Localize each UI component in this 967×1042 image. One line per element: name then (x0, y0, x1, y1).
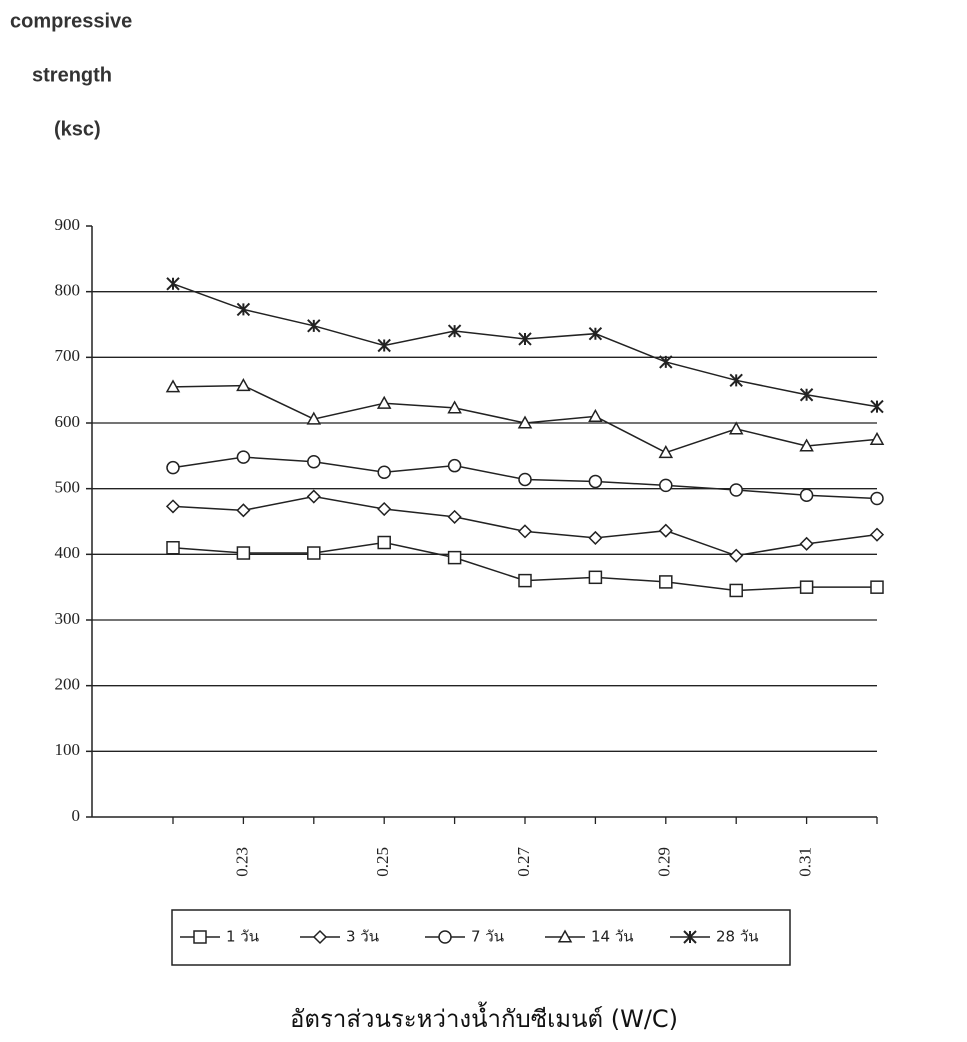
marker (729, 483, 743, 497)
y-tick-label: 200 (55, 675, 81, 694)
marker (236, 503, 251, 518)
marker (870, 580, 884, 594)
marker (306, 411, 322, 425)
legend-label: 14 วัน (591, 928, 634, 946)
marker (588, 570, 603, 585)
marker (165, 379, 181, 393)
legend-label: 7 วัน (471, 928, 504, 946)
marker (312, 929, 328, 945)
marker (869, 527, 885, 542)
y-tick-label: 400 (55, 543, 81, 562)
marker (447, 509, 462, 524)
marker (166, 541, 180, 555)
y-tick-label: 0 (72, 806, 81, 825)
marker (729, 373, 743, 388)
marker (683, 930, 697, 944)
marker (377, 465, 391, 479)
marker (588, 326, 603, 341)
legend-box (171, 909, 791, 966)
marker (447, 400, 462, 414)
marker (870, 399, 884, 414)
marker (236, 546, 251, 560)
marker (517, 415, 533, 429)
marker (236, 450, 251, 464)
marker (588, 474, 603, 489)
marker (869, 431, 885, 445)
marker (659, 355, 673, 369)
y-tick-label: 600 (55, 412, 81, 431)
marker (799, 388, 814, 402)
marker (236, 302, 251, 317)
marker (377, 501, 392, 517)
x-tick-label: 0.27 (514, 847, 533, 877)
legend-marker (312, 929, 328, 945)
marker (193, 930, 207, 944)
marker (377, 535, 391, 550)
marker (438, 930, 452, 944)
y-label-line: compressive (10, 10, 132, 32)
marker (658, 523, 673, 538)
marker (166, 460, 180, 475)
marker (307, 546, 321, 560)
marker (236, 378, 251, 392)
legend-marker (557, 929, 573, 943)
y-tick-label: 100 (55, 740, 81, 759)
y-tick-label: 300 (55, 609, 81, 628)
legend-marker (438, 930, 452, 944)
legend-label: 3 วัน (346, 928, 379, 946)
x-tick-label: 0.25 (373, 847, 392, 877)
marker (518, 332, 532, 346)
y-tick-label: 800 (55, 281, 81, 300)
marker (447, 458, 462, 473)
marker (588, 530, 603, 545)
legend-marker (193, 930, 207, 944)
marker (518, 472, 532, 487)
x-label: อัตราส่วนระหว่างน้ำกับซีเมนต์ (W/C) (290, 1001, 678, 1033)
marker (659, 575, 673, 589)
legend-label: 1 วัน (226, 928, 259, 946)
marker (447, 324, 462, 338)
marker (658, 445, 674, 459)
marker (376, 395, 392, 409)
marker (729, 548, 744, 563)
marker (307, 454, 321, 469)
y-label-line: (ksc) (54, 118, 101, 140)
marker (165, 499, 181, 514)
x-tick-label: 0.31 (796, 847, 815, 877)
marker (447, 550, 462, 565)
marker (870, 491, 884, 506)
marker (307, 319, 321, 333)
series-line (172, 283, 878, 408)
marker (728, 421, 744, 435)
legend-marker (683, 930, 697, 944)
x-tick-label: 0.29 (655, 847, 674, 877)
marker (799, 488, 814, 502)
x-tick-label: 0.23 (232, 847, 251, 877)
marker (377, 338, 391, 353)
marker (659, 478, 673, 493)
marker (588, 408, 603, 422)
legend-label: 28 วัน (716, 928, 759, 946)
y-tick-label: 700 (55, 346, 81, 365)
marker (799, 580, 814, 594)
marker (166, 277, 180, 291)
marker (729, 583, 743, 598)
marker (557, 929, 573, 943)
y-tick-label: 900 (55, 215, 81, 234)
y-tick-label: 500 (55, 478, 81, 497)
marker (518, 573, 532, 588)
marker (517, 524, 533, 539)
marker (799, 536, 814, 551)
marker (306, 489, 321, 504)
marker (799, 438, 814, 452)
y-label-line: strength (32, 64, 112, 86)
